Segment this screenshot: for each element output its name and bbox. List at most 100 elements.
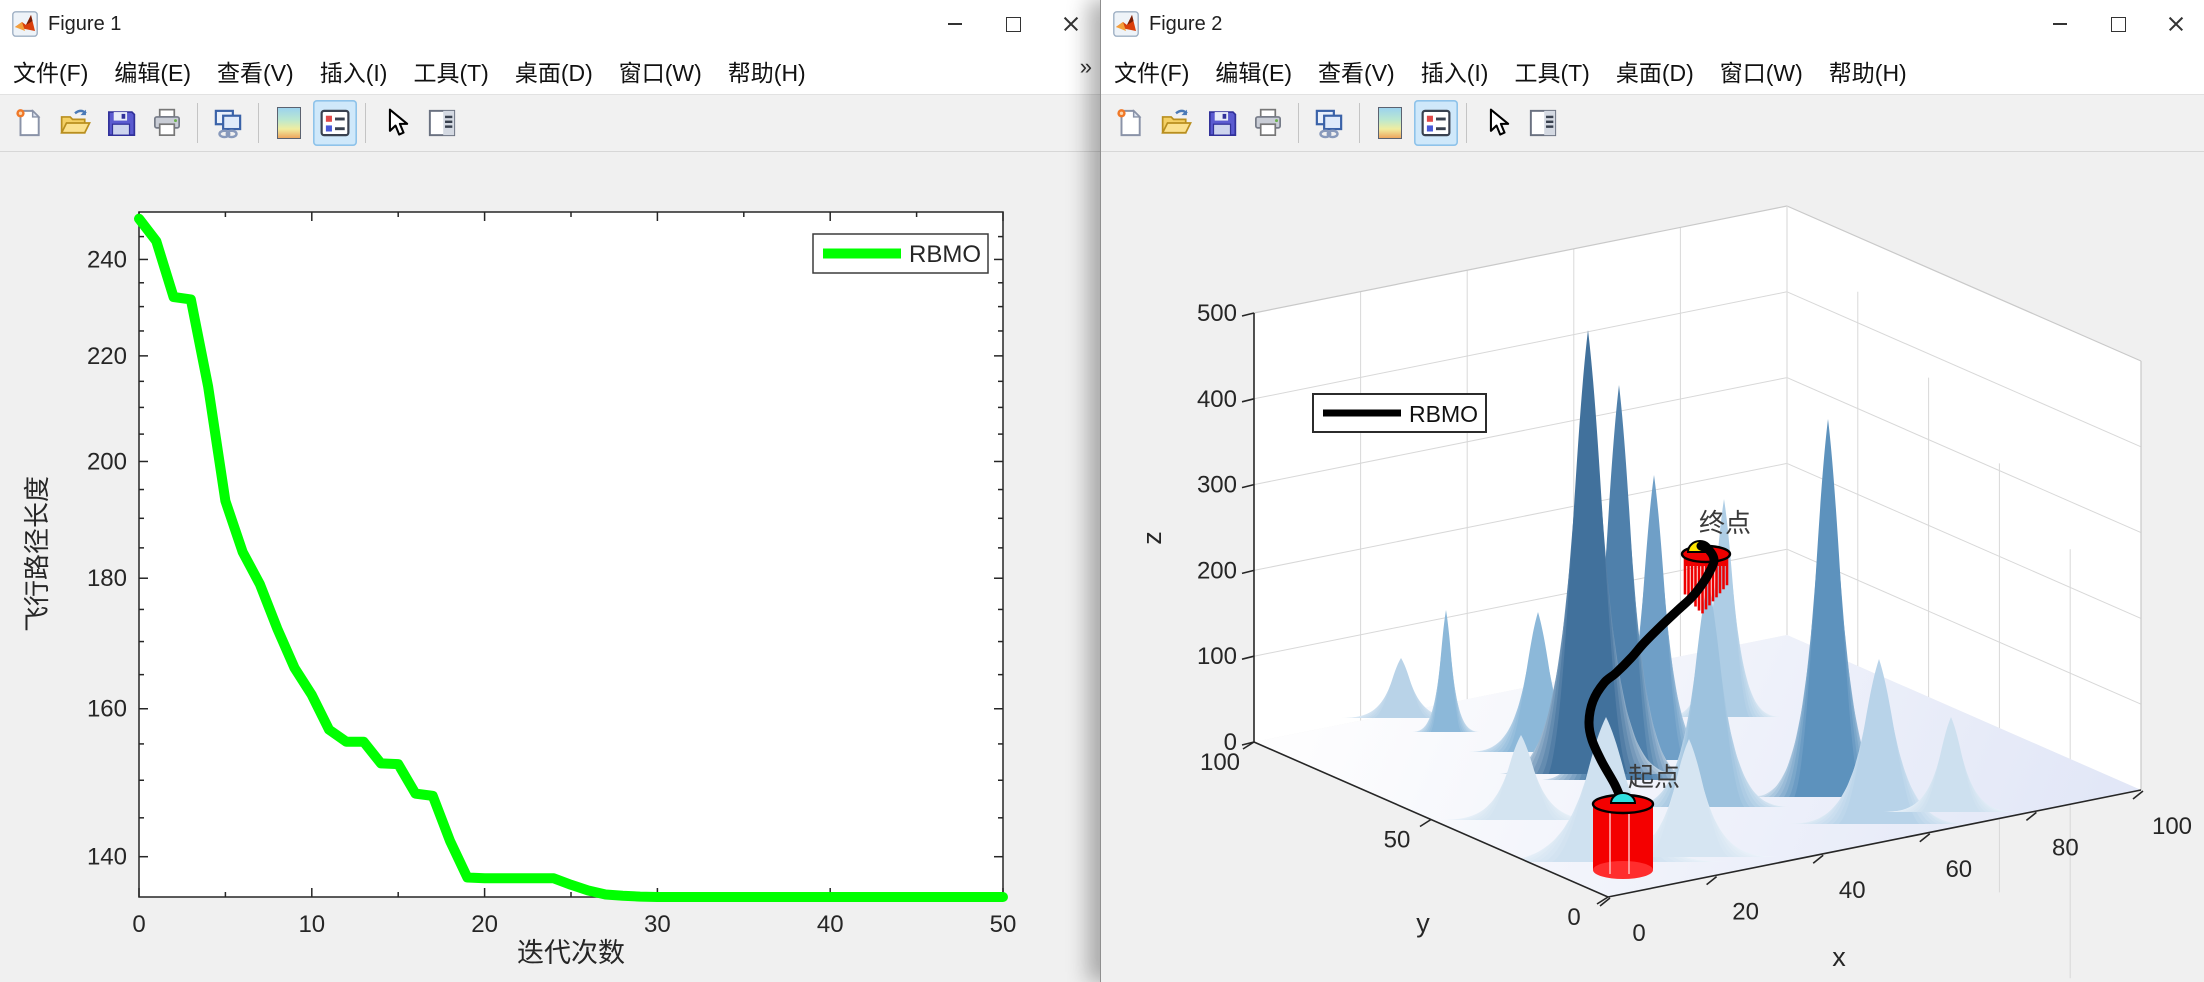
property-inspector-button[interactable] <box>1521 100 1565 146</box>
x-tick-label: 60 <box>1945 856 1972 883</box>
menu-edit[interactable]: 编辑(E) <box>1215 60 1293 86</box>
window-title: Figure 2 <box>1149 12 1223 35</box>
print-figure-button[interactable] <box>145 100 189 146</box>
edit-plot-button[interactable] <box>374 100 418 146</box>
legend[interactable]: RBMO <box>812 233 989 274</box>
z-tick-label: 100 <box>1197 643 1237 670</box>
save-figure-button[interactable] <box>1200 100 1244 146</box>
rbmo-convergence-line <box>134 213 1008 902</box>
maximize-button[interactable] <box>2089 0 2147 48</box>
new-figure-icon <box>1113 106 1147 140</box>
save-figure-button[interactable] <box>99 100 143 146</box>
figure2-titlebar[interactable]: Figure 2 <box>1101 0 2204 48</box>
menu-insert[interactable]: 插入(I) <box>1420 60 1489 86</box>
uav-path-3d-plot: 0100200300400500050100020406080100yxz起点终… <box>1137 205 2192 979</box>
axes-edges <box>1241 312 2144 907</box>
menu-tools[interactable]: 工具(T) <box>413 60 489 86</box>
menu-edit[interactable]: 编辑(E) <box>114 60 192 86</box>
window-title: Figure 1 <box>48 12 122 35</box>
menu-overflow-icon[interactable]: » <box>1079 54 1092 79</box>
y-tick-label: 240 <box>87 246 127 273</box>
menu-help[interactable]: 帮助(H) <box>1828 60 1907 86</box>
x-axis-label: x <box>1832 942 1846 972</box>
link-plot-button[interactable] <box>1307 100 1351 146</box>
menu-desktop[interactable]: 桌面(D) <box>514 60 593 86</box>
new-figure-button[interactable] <box>7 100 51 146</box>
edit-plot-icon <box>379 106 413 140</box>
property-inspector-button[interactable] <box>420 100 464 146</box>
menu-desktop[interactable]: 桌面(D) <box>1615 60 1694 86</box>
open-file-icon <box>1159 106 1193 140</box>
close-button[interactable] <box>2147 0 2204 48</box>
toolbar-separator <box>1298 103 1299 143</box>
y-tick-label: 160 <box>87 696 127 723</box>
insert-legend-button[interactable] <box>1414 100 1458 146</box>
insert-legend-button[interactable] <box>313 100 357 146</box>
y-tick-label: 140 <box>87 844 127 871</box>
open-file-button[interactable] <box>53 100 97 146</box>
menu-help[interactable]: 帮助(H) <box>727 60 806 86</box>
y-axis-label: y <box>1416 908 1430 938</box>
figure2-menubar: 文件(F) 编辑(E) 查看(V) 插入(I) 工具(T) 桌面(D) 窗口(W) 帮助(H) <box>1101 48 2204 95</box>
menu-view[interactable]: 查看(V) <box>217 60 294 86</box>
x-tick-label: 30 <box>644 911 671 938</box>
y-tick-label: 0 <box>1567 904 1580 931</box>
menu-view[interactable]: 查看(V) <box>1318 60 1395 86</box>
minimize-button[interactable] <box>926 0 984 48</box>
y-tick-label: 50 <box>1384 827 1411 854</box>
x-axis-label: 迭代次数 <box>517 938 625 968</box>
print-figure-button[interactable] <box>1246 100 1290 146</box>
matlab-figure-icon <box>12 11 38 37</box>
z-tick-label: 400 <box>1197 386 1237 413</box>
edit-plot-icon <box>1480 106 1514 140</box>
x-tick-label: 40 <box>817 911 844 938</box>
legend[interactable]: RBMO <box>1312 393 1487 433</box>
y-tick-label: 220 <box>87 343 127 370</box>
link-plot-button[interactable] <box>206 100 250 146</box>
figure1-toolbar <box>0 95 1100 152</box>
figure1-menubar: » 文件(F) 编辑(E) 查看(V) 插入(I) 工具(T) 桌面(D) 窗口(W) 帮助(… <box>0 48 1100 95</box>
y-axis-label: 飞行路径长度 <box>22 476 52 632</box>
minimize-button[interactable] <box>2031 0 2089 48</box>
open-file-icon <box>58 106 92 140</box>
z-tick-label: 200 <box>1197 557 1237 584</box>
x-tick-label: 100 <box>2152 813 2192 840</box>
y-tick-label: 200 <box>87 448 127 475</box>
close-button[interactable] <box>1042 0 1100 48</box>
menu-file[interactable]: 文件(F) <box>13 60 89 86</box>
save-figure-icon <box>1205 106 1239 140</box>
z-axis-label: z <box>1137 531 1167 545</box>
menu-window[interactable]: 窗口(W) <box>618 60 702 86</box>
menu-insert[interactable]: 插入(I) <box>319 60 388 86</box>
figure1-titlebar[interactable]: Figure 1 <box>0 0 1100 48</box>
x-tick-label: 0 <box>1632 920 1645 947</box>
menu-file[interactable]: 文件(F) <box>1114 60 1190 86</box>
x-tick-label: 0 <box>132 911 145 938</box>
toolbar-separator <box>1466 103 1467 143</box>
insert-colorbar-icon <box>1378 107 1402 139</box>
maximize-button[interactable] <box>984 0 1042 48</box>
toolbar-separator <box>1359 103 1360 143</box>
new-figure-button[interactable] <box>1108 100 1152 146</box>
open-file-button[interactable] <box>1154 100 1198 146</box>
legend-label: RBMO <box>909 241 981 268</box>
menu-tools[interactable]: 工具(T) <box>1514 60 1590 86</box>
figure2-toolbar <box>1101 95 2204 152</box>
z-tick-label: 0 <box>1224 729 1237 756</box>
x-tick-label: 50 <box>990 911 1017 938</box>
start-sphere <box>1609 792 1637 804</box>
edit-plot-button[interactable] <box>1475 100 1519 146</box>
insert-colorbar-button[interactable] <box>267 100 311 146</box>
annotation-start: 起点 <box>1628 762 1680 792</box>
x-tick-label: 20 <box>471 911 498 938</box>
x-tick-label: 80 <box>2052 834 2079 861</box>
insert-colorbar-button[interactable] <box>1368 100 1412 146</box>
legend-label: RBMO <box>1409 401 1478 427</box>
save-figure-icon <box>104 106 138 140</box>
insert-colorbar-icon <box>277 107 301 139</box>
rbmo-path-line <box>1584 541 1719 809</box>
menu-window[interactable]: 窗口(W) <box>1719 60 1803 86</box>
toolbar-separator <box>365 103 366 143</box>
print-figure-icon <box>1251 106 1285 140</box>
